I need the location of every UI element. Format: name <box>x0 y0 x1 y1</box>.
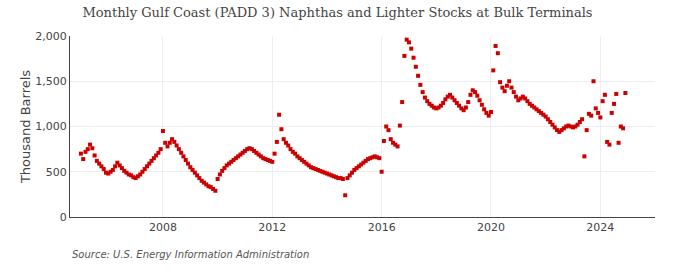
svg-text:Monthly Gulf Coast (PADD 3) Na: Monthly Gulf Coast (PADD 3) Naphthas and… <box>82 5 592 20</box>
svg-text:500: 500 <box>46 166 67 179</box>
svg-text:2012: 2012 <box>258 221 286 234</box>
svg-text:1,000: 1,000 <box>35 120 67 133</box>
svg-text:0: 0 <box>60 211 67 224</box>
svg-text:Source: U.S. Energy Informatio: Source: U.S. Energy Information Administ… <box>72 249 309 260</box>
svg-text:2,000: 2,000 <box>35 30 67 43</box>
svg-text:2020: 2020 <box>477 221 505 234</box>
svg-text:2024: 2024 <box>586 221 614 234</box>
svg-text:2008: 2008 <box>149 221 177 234</box>
svg-text:Thousand Barrels: Thousand Barrels <box>18 70 33 184</box>
svg-text:1,500: 1,500 <box>35 75 67 88</box>
svg-text:2016: 2016 <box>368 221 396 234</box>
